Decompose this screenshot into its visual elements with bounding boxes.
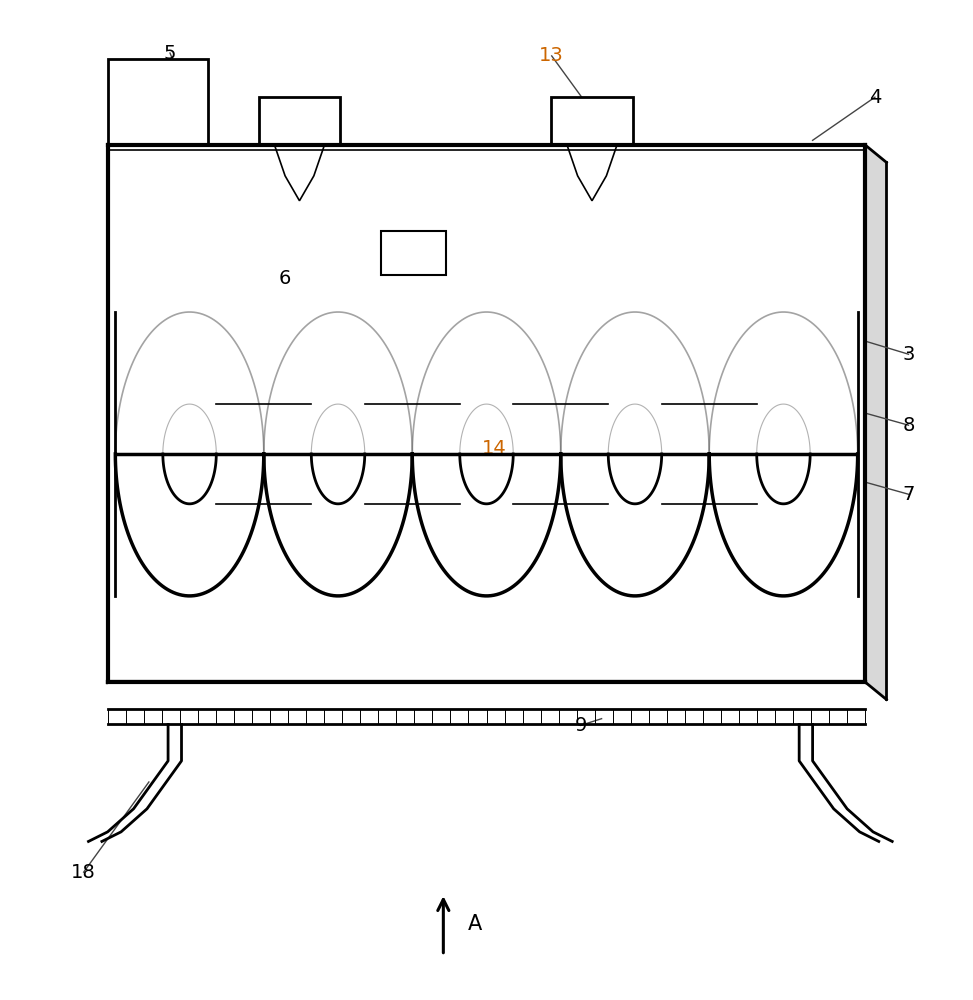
- Bar: [381, 231, 447, 275]
- Bar: [108, 59, 208, 145]
- Text: 9: 9: [574, 716, 587, 735]
- Bar: [552, 97, 632, 145]
- Text: 7: 7: [902, 485, 915, 504]
- Text: 4: 4: [869, 88, 882, 107]
- Text: 8: 8: [902, 416, 915, 435]
- Text: 13: 13: [539, 46, 564, 65]
- Polygon shape: [108, 682, 865, 709]
- Polygon shape: [108, 145, 865, 682]
- Text: 3: 3: [902, 345, 915, 364]
- Text: 14: 14: [482, 439, 507, 458]
- Polygon shape: [865, 145, 886, 699]
- Text: 5: 5: [163, 44, 176, 63]
- Text: 18: 18: [71, 863, 96, 882]
- Text: A: A: [468, 914, 483, 934]
- Bar: [259, 97, 341, 145]
- Text: 6: 6: [279, 269, 291, 288]
